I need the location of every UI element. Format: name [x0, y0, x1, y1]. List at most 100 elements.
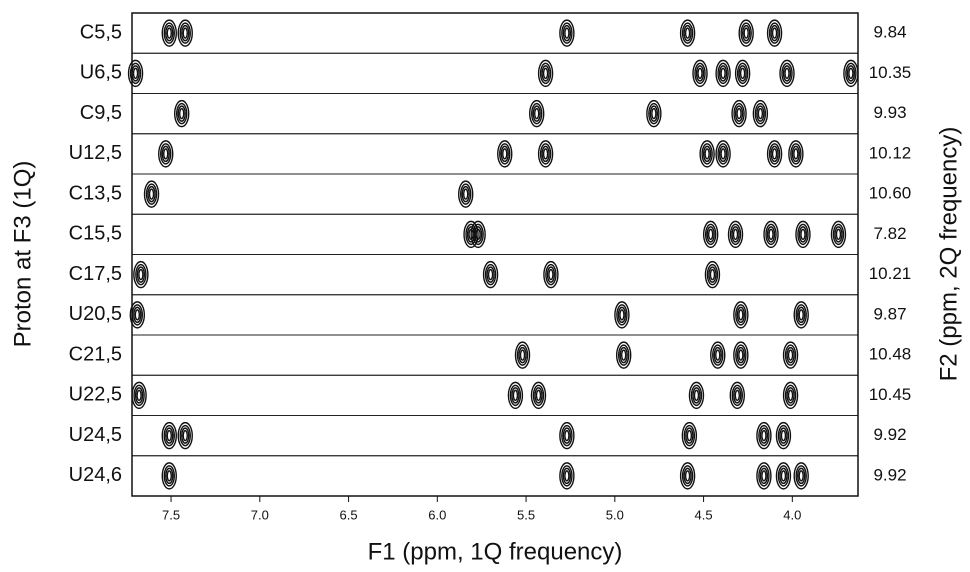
contour	[562, 427, 572, 444]
contour	[712, 344, 724, 366]
contour	[497, 140, 513, 168]
contour	[500, 145, 509, 163]
contour	[648, 102, 660, 125]
peak	[766, 19, 783, 47]
contour	[734, 389, 740, 402]
contour	[161, 145, 170, 163]
contour	[795, 220, 811, 249]
peak	[543, 260, 559, 289]
contour	[519, 349, 526, 361]
contour	[704, 260, 721, 289]
contour	[686, 429, 693, 442]
contour	[512, 389, 519, 402]
contour	[458, 180, 474, 208]
y-axis-title: Proton at F3 (1Q)	[9, 161, 36, 348]
contour	[768, 22, 781, 44]
contour	[174, 99, 190, 128]
contour	[770, 145, 779, 163]
contour	[542, 148, 549, 160]
contour	[702, 220, 719, 249]
contour	[531, 102, 543, 125]
f2-label: 10.48	[869, 345, 912, 364]
contour	[731, 384, 743, 407]
contour	[735, 344, 747, 366]
peak	[733, 341, 749, 369]
contour	[472, 223, 484, 246]
contour	[733, 341, 749, 369]
contour	[770, 24, 779, 42]
strip-frame	[131, 294, 859, 336]
contour	[765, 223, 777, 246]
strip-label: C9,5	[80, 102, 122, 124]
peak	[127, 59, 144, 88]
contour	[734, 105, 744, 122]
contour	[646, 99, 662, 128]
contour	[539, 143, 552, 165]
contour	[542, 67, 549, 80]
contour	[715, 349, 721, 361]
contour	[798, 309, 804, 321]
contour	[534, 387, 543, 404]
contour	[562, 467, 572, 485]
contour	[699, 140, 715, 168]
contour	[182, 429, 188, 442]
contour	[679, 19, 696, 47]
contour	[739, 67, 746, 80]
contour	[701, 143, 713, 165]
contour	[537, 59, 554, 88]
contour	[784, 67, 790, 80]
contour	[470, 220, 486, 249]
contour	[786, 387, 795, 404]
strip-frame	[131, 173, 859, 215]
contour	[702, 145, 712, 163]
contour	[161, 421, 177, 450]
contour	[793, 148, 799, 160]
contour	[791, 145, 801, 163]
contour	[707, 228, 714, 241]
peak	[470, 220, 486, 249]
contour	[681, 421, 698, 450]
contour	[738, 65, 747, 82]
peak	[729, 381, 745, 410]
strip-label: U6,5	[80, 62, 122, 84]
contour	[697, 67, 703, 80]
peak	[795, 220, 811, 249]
peak	[727, 220, 744, 249]
contour	[181, 24, 190, 42]
contour	[683, 24, 692, 42]
peak	[788, 140, 804, 168]
f2-label: 10.21	[869, 264, 912, 283]
contour	[766, 19, 783, 47]
contour	[733, 301, 749, 329]
f2-label: 10.60	[869, 184, 912, 203]
contour	[129, 301, 146, 329]
f2-label: 10.45	[869, 385, 912, 404]
contour	[484, 263, 497, 286]
contour	[165, 467, 174, 485]
contour	[731, 99, 747, 128]
strip-frame	[131, 93, 859, 135]
peak	[793, 462, 809, 490]
contour	[163, 424, 175, 447]
strip-label: C13,5	[69, 182, 122, 204]
contour	[775, 421, 792, 450]
contour	[798, 470, 804, 482]
strip-frame	[131, 455, 859, 497]
peak	[679, 462, 696, 490]
peak	[131, 381, 147, 410]
peak	[715, 140, 731, 168]
contour	[133, 384, 145, 407]
contour	[561, 465, 573, 487]
strip-label: C15,5	[69, 223, 122, 245]
contour	[511, 387, 520, 404]
strip-frame	[131, 133, 859, 175]
contour	[133, 260, 149, 289]
contour	[779, 467, 788, 485]
peak	[738, 19, 754, 47]
x-axis-title: F1 (ppm, 1Q frequency)	[368, 538, 623, 565]
x-tick-label: 5.5	[517, 507, 535, 522]
peak	[775, 421, 792, 450]
contour	[731, 226, 740, 243]
contour	[475, 228, 481, 241]
contour	[463, 188, 469, 200]
